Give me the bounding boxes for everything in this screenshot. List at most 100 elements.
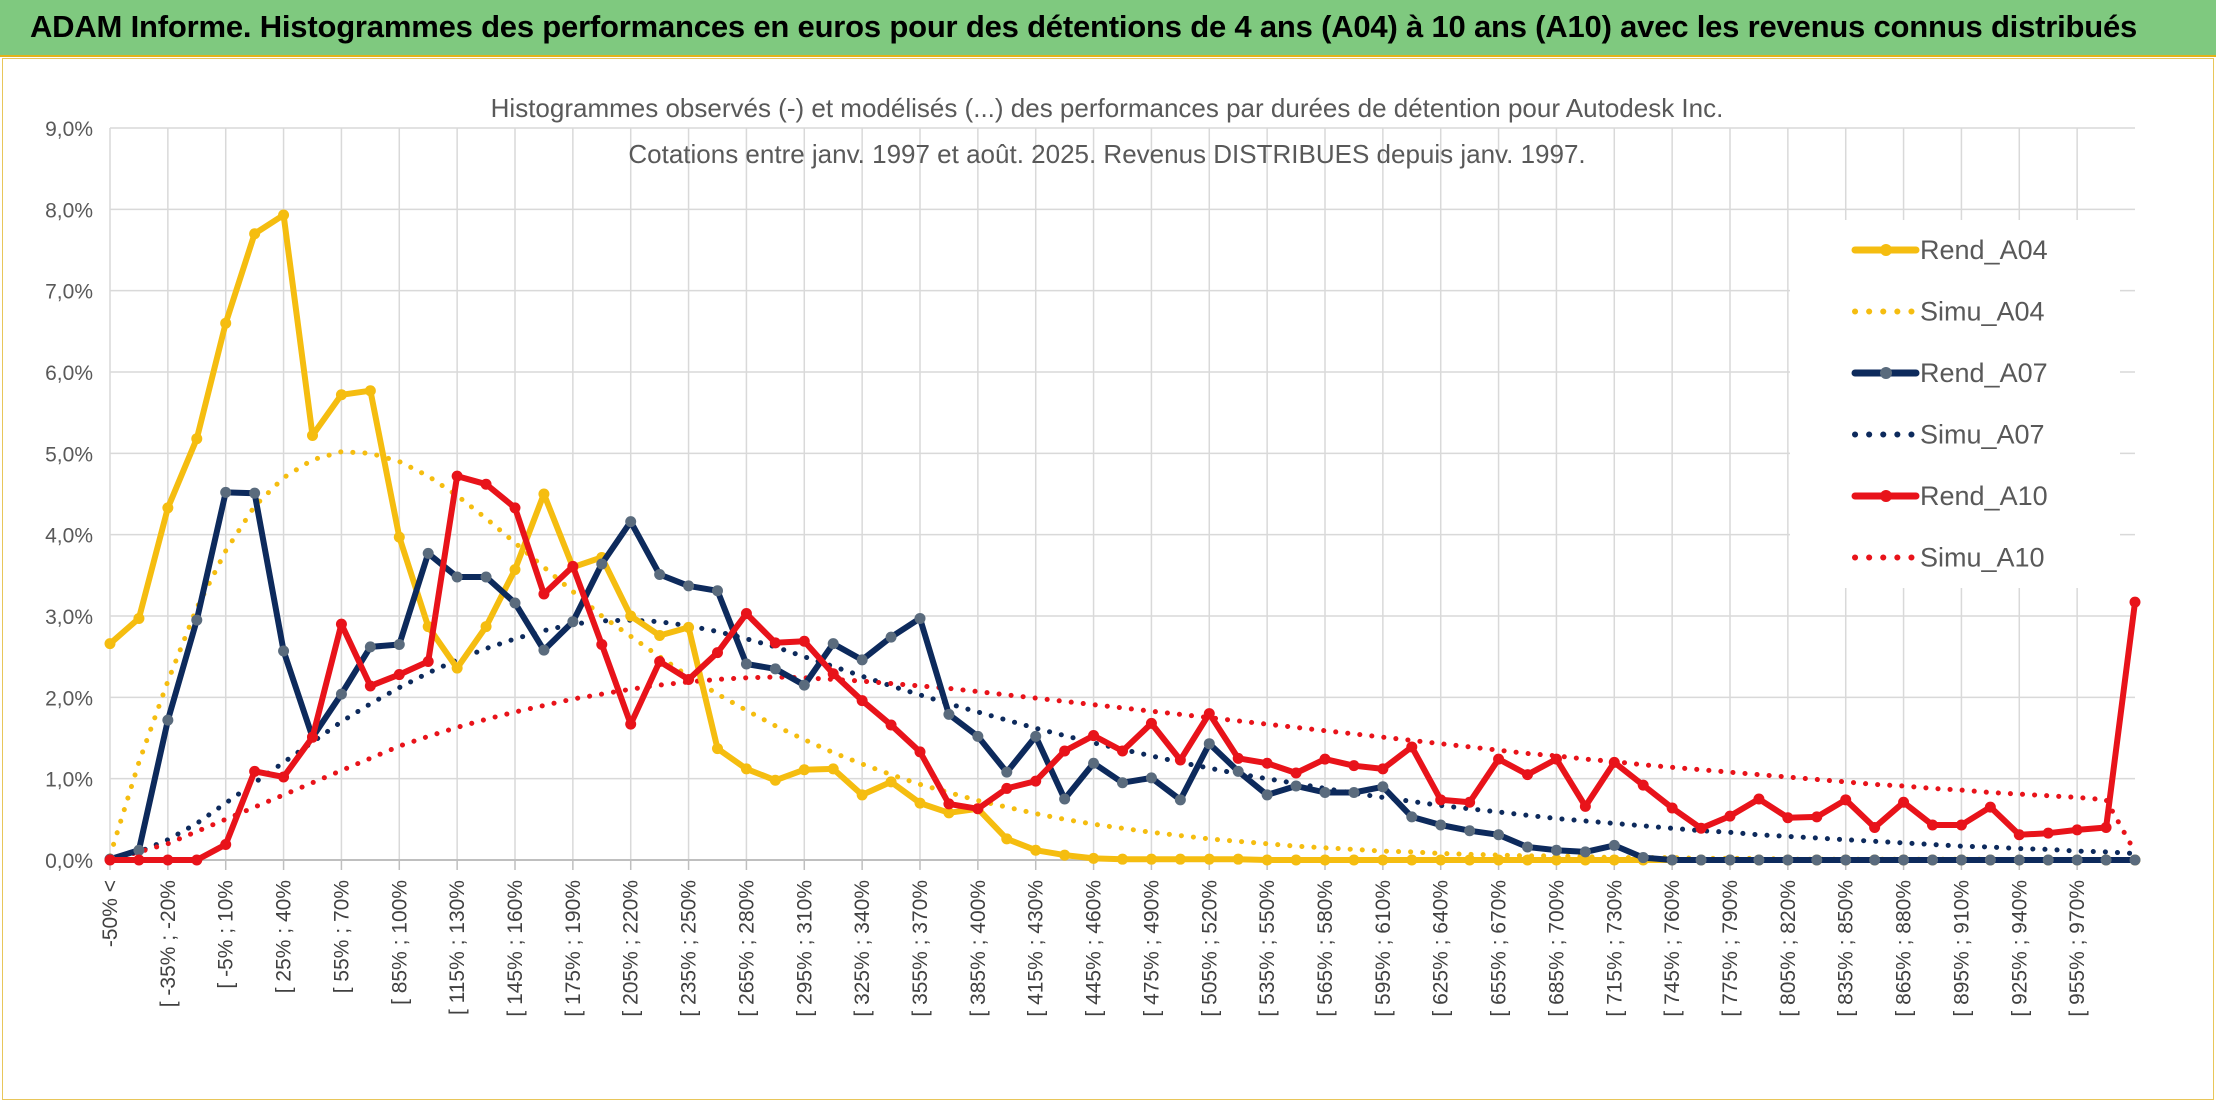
data-point [1290,854,1302,866]
data-point [654,569,666,581]
data-point [509,564,521,576]
data-point [1955,819,1967,831]
y-tick-label: 7,0% [45,281,93,304]
x-tick-label: [ 655% ; 670% [1488,880,1511,1017]
data-point [885,776,897,788]
data-point [249,487,261,499]
x-tick-label: [ 505% ; 520% [1198,880,1221,1017]
data-point [683,673,695,685]
data-point [798,764,810,776]
x-tick-label: [ 955% ; 970% [2066,880,2089,1017]
data-point [1782,812,1794,824]
legend-label: Rend_A07 [1920,358,2048,388]
data-point [1840,794,1852,806]
data-point [2129,596,2141,608]
x-tick-label: [ 85% ; 100% [388,880,411,1005]
data-point [1174,754,1186,766]
data-point [451,470,463,482]
data-point [133,612,145,624]
data-point [1406,741,1418,753]
data-point [712,647,723,659]
data-point [1319,753,1331,765]
data-point [2013,854,2025,866]
data-point [1811,854,1823,866]
chart-subtitle: Cotations entre janv. 1997 et août. 2025… [628,139,1585,169]
data-point [1406,811,1418,823]
data-point [1232,752,1244,764]
data-point [509,597,521,609]
data-point [567,560,579,572]
data-point [1753,793,1765,805]
data-point [683,580,695,592]
data-point [480,571,492,583]
x-tick-label: [ 805% ; 820% [1777,880,1800,1017]
x-tick-label: [ 295% ; 310% [793,880,816,1017]
legend-item: Simu_A10 [1852,543,2045,573]
data-point [827,668,839,680]
x-tick-label: [ 25% ; 40% [273,880,296,993]
x-tick-label: [ 265% ; 280% [735,880,758,1017]
report-title: ADAM Informe. Histogrammes des performan… [30,9,2138,44]
x-tick-label: [ 775% ; 790% [1719,880,1742,1017]
data-point [133,844,145,856]
data-point [972,803,984,815]
data-point [1522,841,1533,853]
x-tick-label: [ 235% ; 250% [678,880,701,1017]
data-point [1030,844,1042,856]
x-tick-label: [ 385% ; 400% [967,880,990,1017]
data-point [1579,846,1591,858]
data-point [133,854,145,866]
data-point [1377,763,1389,775]
data-point [798,635,810,647]
data-point [307,429,318,441]
data-point [1290,767,1302,779]
data-point [856,789,868,801]
x-tick-label: [ 415% ; 430% [1025,880,1048,1017]
series-line-simu-a10 [107,674,2138,863]
data-point [1637,852,1649,864]
data-point [1059,745,1071,757]
data-point [712,743,723,755]
data-point [712,585,723,597]
data-point [538,588,550,600]
data-point [972,730,984,742]
data-point [364,680,376,692]
data-point [1088,757,1100,769]
data-point [885,719,897,731]
data-point [1377,781,1389,793]
x-tick-label: [ 865% ; 880% [1893,880,1916,1017]
data-point [1782,854,1794,866]
data-point [1927,854,1938,866]
data-point [2100,821,2112,833]
data-point [1261,757,1273,769]
data-point [1637,779,1649,791]
data-point [335,688,347,700]
data-point [625,516,637,528]
data-point [162,854,174,866]
data-point [1955,854,1967,866]
data-point [596,558,608,570]
data-point [827,638,839,650]
legend-label: Rend_A10 [1920,481,2048,511]
y-tick-label: 5,0% [45,443,93,466]
data-point [1435,819,1447,831]
data-point [393,669,405,681]
data-point [393,638,405,650]
y-tick-label: 4,0% [45,525,93,548]
legend-item: Simu_A04 [1852,297,2045,327]
data-point [625,718,637,730]
data-point [220,486,232,498]
x-tick-label: [ 535% ; 550% [1256,880,1279,1017]
data-point [769,637,781,649]
data-point [1145,853,1157,865]
data-point [278,771,290,783]
x-tick-label: [ 625% ; 640% [1430,880,1453,1017]
data-point [1666,854,1678,866]
y-axis-ticks: 0,0% 1,0% 2,0% 3,0% 4,0% 5,0% 6,0% 7,0% 8,0% 9,0% [45,118,93,873]
data-point [943,798,955,810]
x-tick-label: [ -35% ; -20% [157,880,180,1007]
data-point [509,502,521,514]
x-tick-label: [ 445% ; 460% [1083,880,1106,1017]
data-point [1464,854,1476,866]
